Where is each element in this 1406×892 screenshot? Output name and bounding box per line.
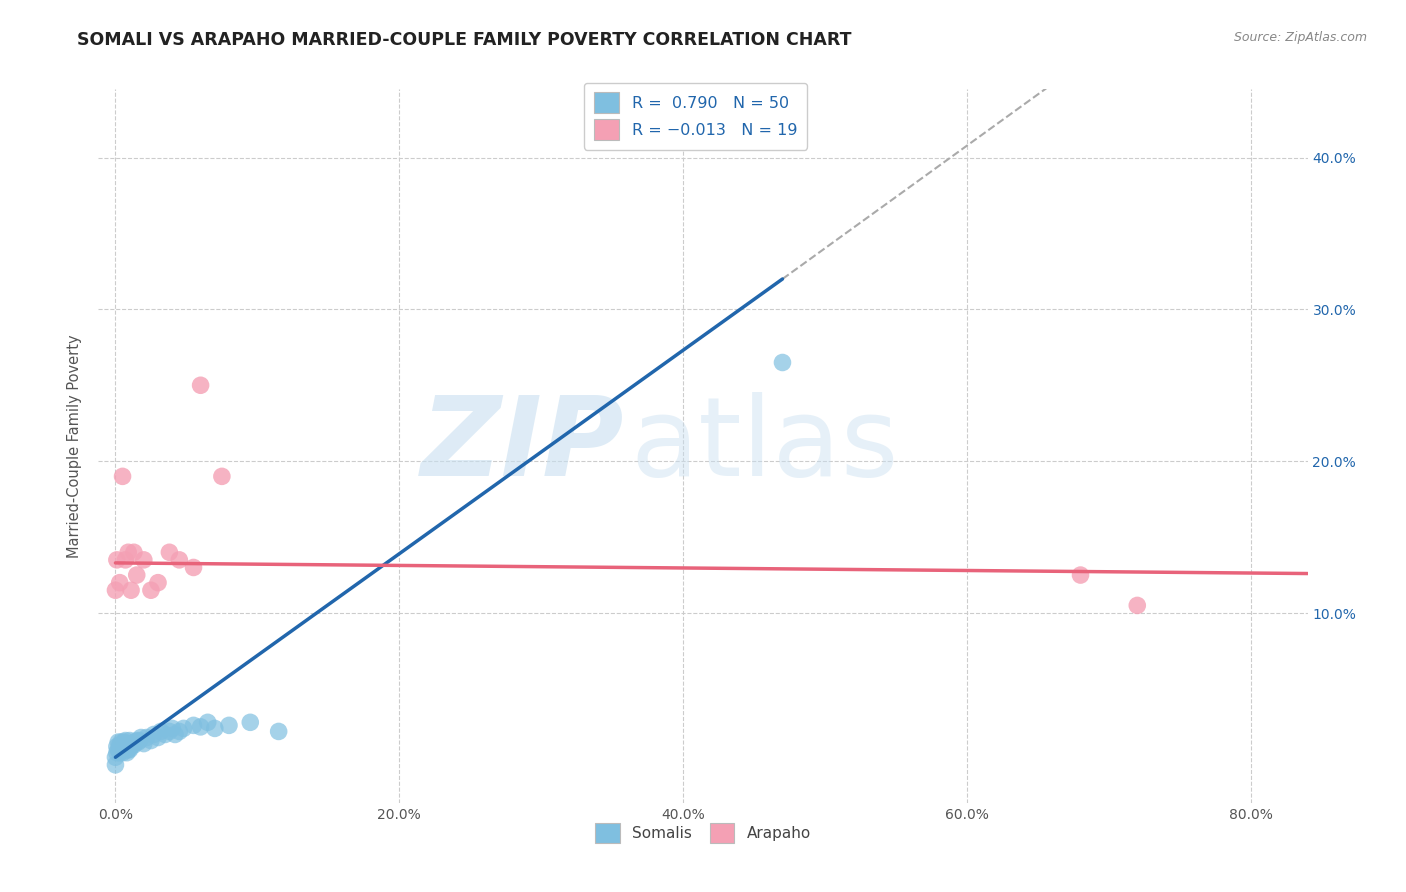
Point	[165, 727, 187, 741]
Point	[105, 746, 128, 760]
Point	[211, 469, 233, 483]
Point	[135, 731, 157, 745]
Point	[132, 737, 155, 751]
Legend: Somalis, Arapaho: Somalis, Arapaho	[589, 817, 817, 848]
Point	[114, 733, 136, 747]
Point	[218, 718, 240, 732]
Text: SOMALI VS ARAPAHO MARRIED-COUPLE FAMILY POVERTY CORRELATION CHART: SOMALI VS ARAPAHO MARRIED-COUPLE FAMILY …	[77, 31, 852, 49]
Point	[197, 715, 219, 730]
Point	[160, 722, 183, 736]
Point	[117, 545, 139, 559]
Point	[117, 737, 139, 751]
Point	[239, 715, 262, 730]
Point	[107, 742, 129, 756]
Point	[139, 583, 162, 598]
Point	[108, 575, 131, 590]
Point	[204, 722, 226, 736]
Point	[122, 738, 145, 752]
Point	[110, 742, 132, 756]
Point	[169, 553, 191, 567]
Point	[124, 735, 146, 749]
Text: Source: ZipAtlas.com: Source: ZipAtlas.com	[1233, 31, 1367, 45]
Point	[190, 720, 212, 734]
Point	[104, 583, 127, 598]
Point	[105, 553, 128, 567]
Point	[112, 742, 135, 756]
Point	[108, 738, 131, 752]
Point	[190, 378, 212, 392]
Point	[128, 733, 150, 747]
Point	[142, 727, 165, 741]
Text: atlas: atlas	[630, 392, 898, 500]
Point	[173, 722, 195, 736]
Text: ZIP: ZIP	[420, 392, 624, 500]
Point	[267, 724, 290, 739]
Point	[1126, 599, 1149, 613]
Point	[169, 724, 191, 739]
Y-axis label: Married-Couple Family Poverty: Married-Couple Family Poverty	[67, 334, 83, 558]
Point	[183, 718, 205, 732]
Point	[114, 553, 136, 567]
Point	[120, 739, 142, 754]
Point	[112, 735, 135, 749]
Point	[104, 757, 127, 772]
Point	[105, 739, 128, 754]
Point	[183, 560, 205, 574]
Point	[111, 469, 134, 483]
Point	[111, 746, 134, 760]
Point	[139, 733, 162, 747]
Point	[120, 583, 142, 598]
Point	[132, 553, 155, 567]
Point	[114, 742, 136, 756]
Point	[118, 733, 141, 747]
Point	[1069, 568, 1091, 582]
Point	[153, 727, 176, 741]
Point	[121, 737, 143, 751]
Point	[122, 545, 145, 559]
Point	[157, 724, 180, 739]
Point	[127, 735, 149, 749]
Point	[772, 355, 794, 369]
Point	[146, 731, 169, 745]
Point	[125, 568, 148, 582]
Point	[125, 733, 148, 747]
Point	[117, 742, 139, 756]
Point	[149, 724, 172, 739]
Point	[110, 735, 132, 749]
Point	[146, 575, 169, 590]
Point	[129, 731, 152, 745]
Point	[104, 750, 127, 764]
Point	[118, 742, 141, 756]
Point	[157, 545, 180, 559]
Point	[107, 735, 129, 749]
Point	[111, 738, 134, 752]
Point	[108, 746, 131, 760]
Point	[115, 739, 138, 754]
Point	[115, 746, 138, 760]
